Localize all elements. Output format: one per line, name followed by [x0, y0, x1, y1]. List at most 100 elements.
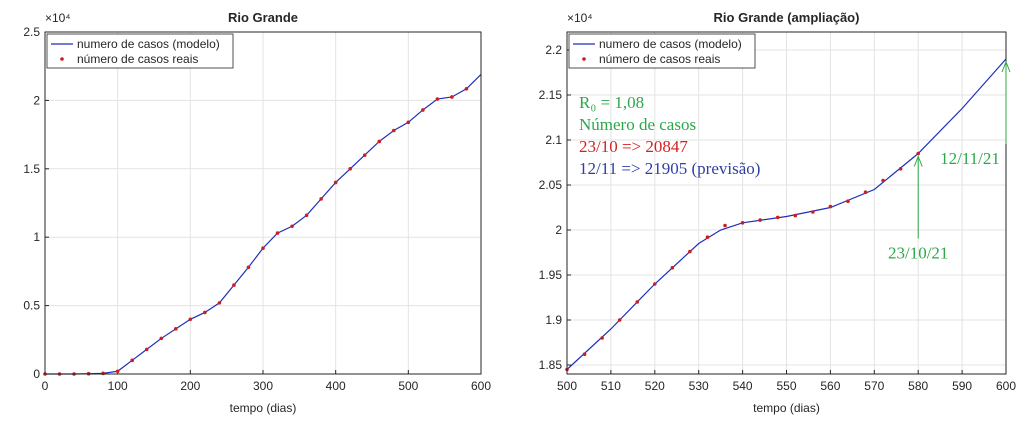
data-dot: [290, 224, 294, 229]
x-tick-label: 300: [253, 379, 273, 393]
data-dot: [758, 218, 762, 222]
data-dot: [723, 223, 727, 228]
data-dot: [464, 86, 469, 91]
data-dot: [275, 231, 280, 235]
x-axis-label: tempo (dias): [230, 401, 297, 415]
y-multiplier: ×10⁴: [45, 11, 71, 25]
x-tick-label: 550: [776, 379, 796, 393]
x-tick-label: 530: [689, 379, 709, 393]
x-tick-label: 590: [952, 379, 972, 393]
x-tick-label: 510: [601, 379, 621, 393]
data-dot: [115, 369, 120, 374]
chart-title: Rio Grande: [228, 10, 298, 25]
x-tick-label: 600: [471, 379, 491, 393]
data-dot: [421, 108, 425, 112]
data-dot: [392, 128, 396, 133]
data-dot: [653, 282, 657, 286]
y-tick-label: 1.85: [539, 358, 563, 372]
axes-frame: [44, 31, 482, 375]
y-multiplier: ×10⁴: [567, 11, 593, 25]
chart-title: Rio Grande (ampliação): [714, 10, 860, 25]
x-tick-label: 500: [398, 379, 418, 393]
data-dot: [670, 266, 675, 270]
data-dot: [261, 246, 265, 250]
data-dot: [232, 283, 236, 287]
x-tick-label: 570: [864, 379, 884, 393]
data-dot: [159, 336, 164, 341]
x-tick-label: 400: [326, 379, 346, 393]
data-dot: [304, 213, 309, 218]
legend-label: numero de casos (modelo): [77, 37, 220, 51]
data-dot: [863, 190, 868, 194]
y-tick-label: 2.5: [23, 25, 40, 39]
data-dot: [635, 300, 640, 304]
legend-box: [568, 33, 756, 69]
y-tick-label: 2: [33, 93, 40, 107]
x-tick-label: 0: [42, 379, 49, 393]
x-tick-label: 580: [908, 379, 928, 393]
annotation: Número de casos: [579, 115, 696, 134]
x-tick-label: 540: [733, 379, 753, 393]
y-tick-label: 0: [33, 367, 40, 381]
data-dot: [377, 139, 382, 144]
data-dot: [217, 301, 222, 305]
y-tick-label: 1.95: [539, 268, 563, 282]
data-dot: [450, 95, 454, 99]
legend-dot: [582, 57, 586, 61]
y-tick-label: 1.5: [23, 162, 40, 176]
y-tick-label: 0.5: [23, 299, 40, 313]
y-tick-label: 1: [33, 230, 40, 244]
data-dot: [846, 199, 850, 203]
arrow-head: [1001, 60, 1011, 73]
data-dot: [246, 265, 251, 270]
y-tick-label: 2: [555, 223, 562, 237]
x-tick-label: 560: [820, 379, 840, 393]
legend-label: número de casos reais: [599, 52, 720, 66]
data-dot: [435, 97, 440, 101]
data-dot: [600, 336, 604, 340]
data-dot: [362, 153, 367, 157]
data-dot: [688, 249, 692, 254]
annotation: 12/11 => 21905 (previsão): [579, 159, 760, 178]
x-tick-label: 100: [108, 379, 128, 393]
y-tick-label: 2.1: [545, 133, 562, 147]
arrow-label: 12/11/21: [940, 149, 1000, 168]
x-tick-label: 500: [557, 379, 577, 393]
data-dot: [144, 347, 149, 352]
legend-label: numero de casos (modelo): [599, 37, 742, 51]
annotation: 23/10 => 20847: [579, 137, 688, 156]
x-axis-label: tempo (dias): [753, 401, 820, 415]
data-dot: [333, 180, 338, 185]
data-dot: [916, 151, 920, 156]
arrow-label: 23/10/21: [888, 244, 948, 263]
data-dot: [828, 204, 833, 209]
arrow-head: [913, 155, 923, 167]
data-dot: [705, 235, 710, 239]
data-dot: [881, 178, 885, 183]
x-tick-label: 200: [180, 379, 200, 393]
y-tick-label: 2.05: [539, 178, 563, 192]
axes-frame: [566, 31, 1007, 375]
y-tick-label: 2.2: [545, 43, 562, 57]
data-dot: [101, 371, 105, 376]
y-tick-label: 2.15: [539, 88, 563, 102]
model-line: [566, 58, 1007, 370]
data-dot: [740, 221, 745, 225]
x-tick-label: 520: [645, 379, 665, 393]
data-dot: [811, 210, 815, 214]
legend-label: número de casos reais: [77, 52, 198, 66]
legend-box: [46, 33, 234, 69]
data-dot: [188, 317, 193, 322]
data-dot: [348, 167, 353, 171]
data-dot: [775, 215, 780, 220]
data-dot: [582, 352, 587, 357]
data-dot: [319, 197, 323, 201]
y-tick-label: 1.9: [545, 313, 562, 327]
data-dot: [174, 327, 178, 331]
data-dot: [793, 213, 798, 218]
data-dot: [203, 310, 207, 315]
data-dot: [406, 120, 411, 125]
data-dot: [617, 318, 622, 322]
data-dot: [898, 167, 903, 171]
